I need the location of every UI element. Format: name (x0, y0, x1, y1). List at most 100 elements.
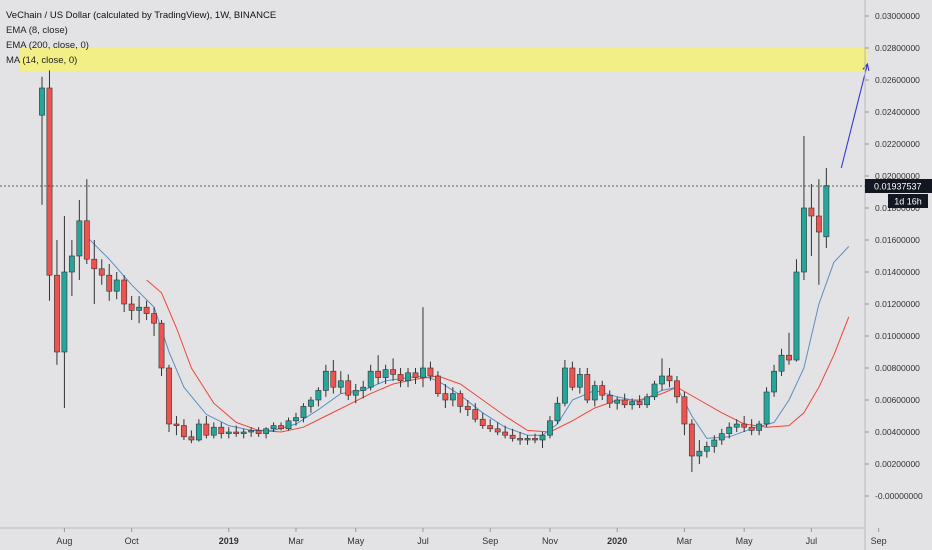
candle[interactable] (375, 355, 382, 384)
candle[interactable] (330, 360, 337, 394)
candle[interactable] (233, 425, 240, 437)
candle[interactable] (278, 422, 284, 431)
candle[interactable] (517, 432, 523, 445)
candle[interactable] (793, 259, 800, 362)
candle[interactable] (569, 361, 576, 391)
candle[interactable] (285, 417, 292, 431)
candle[interactable] (91, 240, 98, 304)
candle[interactable] (248, 427, 255, 437)
candle[interactable] (771, 364, 777, 397)
candle[interactable] (270, 422, 277, 432)
candle[interactable] (442, 384, 449, 408)
candle[interactable] (113, 272, 120, 300)
candle[interactable] (778, 348, 785, 376)
candle[interactable] (300, 403, 307, 423)
candle[interactable] (382, 364, 389, 384)
candle[interactable] (106, 264, 113, 301)
candle[interactable] (225, 427, 232, 439)
candle[interactable] (390, 358, 396, 381)
candle[interactable] (166, 364, 172, 432)
candle[interactable] (726, 422, 733, 439)
candle[interactable] (644, 393, 650, 408)
candle[interactable] (240, 428, 247, 439)
candle[interactable] (54, 240, 60, 365)
candle[interactable] (509, 428, 516, 442)
candle[interactable] (68, 240, 75, 296)
candle[interactable] (293, 412, 299, 426)
candle[interactable] (210, 422, 217, 439)
candle[interactable] (263, 427, 269, 439)
candle[interactable] (711, 435, 718, 453)
candle[interactable] (786, 332, 792, 365)
candle[interactable] (352, 384, 359, 404)
candle[interactable] (337, 371, 344, 394)
candle[interactable] (405, 368, 411, 388)
candle[interactable] (718, 428, 725, 445)
candle[interactable] (547, 416, 553, 439)
candle[interactable] (457, 390, 464, 413)
candle[interactable] (494, 422, 501, 436)
resistance-zone[interactable] (19, 48, 868, 72)
candle[interactable] (76, 200, 83, 280)
candle[interactable] (136, 296, 143, 324)
candle[interactable] (524, 435, 531, 445)
candle[interactable] (315, 387, 322, 407)
candle[interactable] (502, 425, 509, 439)
candle[interactable] (181, 419, 187, 440)
candle[interactable] (606, 390, 613, 408)
candle[interactable] (688, 419, 695, 472)
candle[interactable] (128, 296, 135, 320)
candle[interactable] (427, 361, 434, 381)
candle[interactable] (808, 184, 815, 256)
candle[interactable] (696, 440, 703, 464)
candle[interactable] (599, 380, 606, 400)
candle[interactable] (591, 380, 598, 407)
candle[interactable] (420, 307, 426, 388)
legend-ema-8[interactable]: EMA (8, close) (6, 25, 68, 36)
candle[interactable] (554, 396, 561, 424)
candle[interactable] (621, 393, 628, 408)
candle[interactable] (173, 416, 180, 436)
candle[interactable] (203, 416, 210, 439)
candle[interactable] (195, 419, 202, 442)
candle[interactable] (659, 358, 665, 391)
candle[interactable] (561, 360, 568, 407)
candle[interactable] (666, 368, 673, 388)
candle[interactable] (741, 416, 748, 432)
candle[interactable] (39, 76, 45, 205)
candle[interactable] (636, 395, 643, 408)
candle[interactable] (121, 275, 128, 312)
candle[interactable] (435, 371, 441, 397)
candle[interactable] (681, 392, 688, 436)
candle[interactable] (308, 396, 314, 413)
candle[interactable] (322, 364, 329, 397)
candle[interactable] (823, 168, 830, 248)
candle[interactable] (345, 374, 352, 400)
candle[interactable] (218, 422, 225, 439)
candle[interactable] (614, 396, 621, 410)
candle[interactable] (360, 380, 367, 399)
candle[interactable] (143, 300, 150, 320)
candle[interactable] (756, 420, 763, 436)
candle[interactable] (733, 419, 740, 432)
candle[interactable] (748, 419, 755, 436)
candle[interactable] (464, 400, 471, 416)
candle[interactable] (397, 368, 404, 388)
candle[interactable] (532, 433, 538, 444)
candle[interactable] (188, 430, 195, 444)
candle[interactable] (487, 419, 494, 432)
candle[interactable] (255, 427, 262, 437)
candle[interactable] (367, 364, 374, 391)
candle[interactable] (584, 368, 591, 404)
candle[interactable] (83, 179, 90, 264)
candle[interactable] (801, 136, 807, 280)
projection-arrow[interactable] (840, 63, 868, 169)
candle[interactable] (815, 179, 822, 285)
candle[interactable] (629, 398, 636, 410)
candle[interactable] (763, 387, 770, 428)
candle[interactable] (412, 368, 419, 384)
candle[interactable] (472, 403, 479, 423)
legend-ema-200[interactable]: EMA (200, close, 0) (6, 40, 89, 51)
